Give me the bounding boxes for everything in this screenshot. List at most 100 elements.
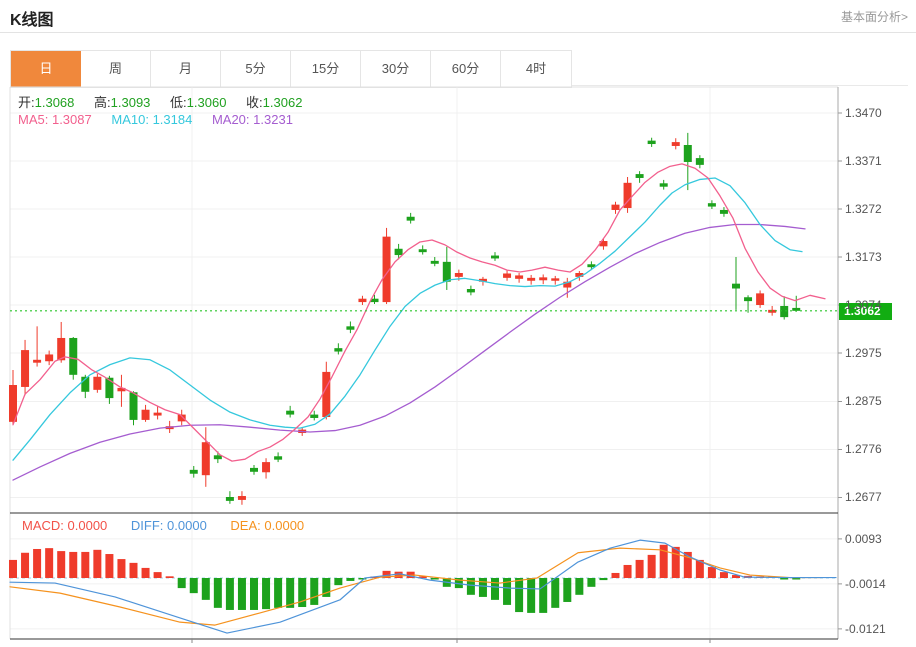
dea-value: 0.0000 bbox=[264, 518, 305, 533]
macd-bar bbox=[21, 552, 30, 578]
macd-bar bbox=[707, 567, 716, 578]
candle bbox=[45, 354, 54, 362]
tab-60min[interactable]: 60分 bbox=[431, 51, 501, 87]
macd-bar bbox=[732, 575, 740, 578]
macd-bar bbox=[575, 578, 584, 595]
candle bbox=[671, 142, 680, 146]
macd-bar bbox=[129, 562, 138, 578]
high-label: 高: bbox=[94, 95, 111, 110]
macd-bar bbox=[45, 548, 54, 578]
macd-bar bbox=[69, 551, 78, 578]
tab-4hour[interactable]: 4时 bbox=[525, 61, 547, 76]
candle bbox=[334, 348, 343, 352]
tab-week[interactable]: 周 bbox=[81, 51, 151, 87]
macd-bar bbox=[165, 576, 174, 578]
candle bbox=[310, 414, 319, 418]
ma20-line bbox=[12, 223, 806, 481]
macd-bar bbox=[334, 578, 343, 586]
candle bbox=[418, 249, 427, 253]
y-axis-label: 1.2776 bbox=[845, 442, 882, 457]
ohlc-readout: 开:1.3068 高:1.3093 低:1.3060 收:1.3062 bbox=[18, 92, 318, 111]
ma10-line bbox=[12, 177, 803, 461]
macd-bar bbox=[81, 551, 90, 578]
macd-bar bbox=[671, 546, 680, 578]
candle bbox=[394, 248, 403, 256]
diff-label: DIFF: bbox=[130, 518, 164, 533]
open-value: 1.3068 bbox=[34, 95, 75, 110]
macd-bar bbox=[346, 578, 355, 581]
tabs-row-extension bbox=[572, 85, 908, 86]
macd-bar bbox=[286, 578, 295, 608]
macd-bar bbox=[647, 554, 656, 578]
y-axis-label: 1.3371 bbox=[845, 154, 882, 168]
macd-bar bbox=[189, 578, 198, 594]
macd-bar bbox=[57, 551, 66, 578]
macd-bar bbox=[201, 578, 210, 600]
diff-line bbox=[9, 539, 837, 634]
macd-bar bbox=[177, 578, 186, 589]
y-axis-label: 1.3074 bbox=[845, 298, 882, 312]
candle bbox=[9, 385, 17, 422]
candle bbox=[611, 204, 620, 210]
candle bbox=[575, 273, 584, 277]
macd-bar bbox=[105, 554, 114, 578]
open-label: 开: bbox=[18, 95, 35, 110]
macd-label: MACD: bbox=[22, 518, 64, 533]
macd-axis-label: -0.0121 bbox=[845, 621, 886, 636]
y-axis-label: 1.2875 bbox=[845, 394, 882, 409]
macd-readout: MACD: 0.0000 DIFF: 0.0000 DEA: 0.0000 bbox=[22, 518, 304, 533]
ma5-label: MA5: bbox=[18, 112, 49, 127]
chart-borders bbox=[9, 86, 842, 643]
candle bbox=[358, 298, 367, 303]
period-tabs: 日 周 月 5分 15分 30分 60分 4时 bbox=[10, 50, 572, 88]
ma10-label: MA10: bbox=[111, 112, 149, 127]
candle bbox=[527, 277, 536, 281]
page-title: K线图 bbox=[10, 12, 54, 29]
y-axis-label: 1.3272 bbox=[845, 202, 882, 216]
candle bbox=[213, 455, 222, 460]
macd-bar bbox=[515, 578, 524, 613]
candle bbox=[647, 140, 656, 145]
candle bbox=[105, 377, 114, 399]
candle bbox=[262, 462, 271, 473]
tab-day[interactable]: 日 bbox=[11, 51, 81, 87]
macd-bar bbox=[141, 567, 150, 578]
candle bbox=[551, 278, 560, 281]
macd-bar bbox=[695, 559, 704, 578]
macd-pane bbox=[9, 544, 838, 613]
candle bbox=[201, 442, 210, 476]
candle bbox=[587, 264, 596, 268]
fundamental-analysis-link[interactable]: 基本面分析> bbox=[840, 10, 908, 24]
macd-bar bbox=[9, 559, 17, 578]
y-axis-label: 1.3173 bbox=[845, 250, 882, 264]
macd-bar bbox=[587, 578, 596, 587]
tab-15min[interactable]: 15分 bbox=[291, 51, 361, 87]
macd-bar bbox=[274, 578, 283, 608]
candle bbox=[274, 456, 283, 460]
candle bbox=[117, 387, 126, 392]
macd-bar bbox=[322, 578, 331, 597]
macd-bar bbox=[611, 572, 620, 578]
ma20-value: 1.3231 bbox=[253, 112, 293, 127]
ma20-label: MA20: bbox=[211, 112, 250, 127]
tab-month[interactable]: 月 bbox=[151, 51, 221, 87]
candle bbox=[466, 289, 475, 293]
macd-axis-label: -0.0014 bbox=[845, 576, 886, 591]
tab-5min[interactable]: 5分 bbox=[221, 51, 291, 87]
candle bbox=[442, 261, 451, 282]
candle bbox=[225, 497, 234, 501]
macd-bar bbox=[262, 578, 271, 610]
tab-30min[interactable]: 30分 bbox=[361, 51, 431, 87]
candle bbox=[153, 412, 162, 416]
candle bbox=[21, 350, 30, 387]
macd-bar bbox=[683, 551, 692, 578]
candle bbox=[659, 183, 668, 187]
y-axis-label: 1.2975 bbox=[845, 346, 882, 360]
candle bbox=[563, 281, 572, 288]
candle bbox=[635, 174, 644, 178]
macd-bar bbox=[382, 570, 391, 578]
macd-bar bbox=[599, 578, 608, 581]
candle bbox=[732, 283, 740, 289]
candle bbox=[406, 216, 415, 221]
